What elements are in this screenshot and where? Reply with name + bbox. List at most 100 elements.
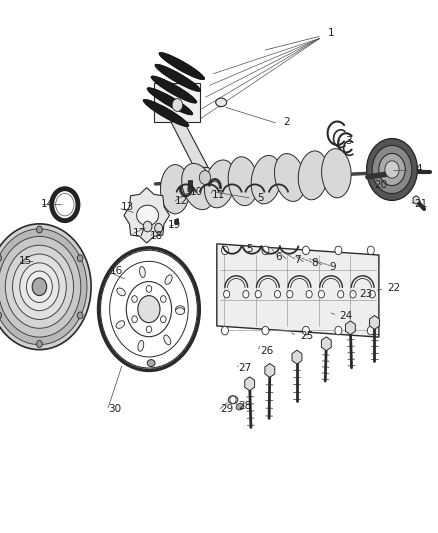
Text: 18: 18 [150, 231, 163, 240]
Circle shape [318, 290, 325, 298]
Text: 1: 1 [327, 28, 334, 38]
Circle shape [230, 396, 236, 403]
Circle shape [302, 326, 309, 335]
Circle shape [199, 171, 211, 184]
Polygon shape [217, 244, 379, 337]
Circle shape [0, 237, 81, 337]
Text: 7: 7 [293, 255, 300, 265]
Circle shape [243, 290, 249, 298]
Ellipse shape [298, 151, 328, 200]
Ellipse shape [143, 99, 189, 127]
Ellipse shape [228, 395, 238, 404]
Text: 19: 19 [168, 220, 181, 230]
Ellipse shape [137, 205, 159, 225]
Polygon shape [292, 350, 302, 364]
Circle shape [26, 271, 53, 303]
Circle shape [0, 229, 87, 345]
Circle shape [132, 296, 137, 302]
Circle shape [275, 290, 281, 298]
Circle shape [138, 296, 160, 322]
Circle shape [37, 341, 42, 348]
Ellipse shape [321, 149, 351, 198]
Polygon shape [413, 196, 419, 204]
Ellipse shape [147, 360, 155, 367]
Circle shape [369, 290, 375, 298]
Circle shape [161, 296, 166, 302]
Circle shape [32, 278, 47, 296]
Circle shape [143, 221, 152, 232]
Circle shape [367, 246, 374, 255]
Circle shape [287, 290, 293, 298]
Ellipse shape [275, 154, 305, 201]
Circle shape [146, 326, 152, 333]
Text: 3: 3 [345, 136, 352, 146]
Text: 13: 13 [120, 202, 134, 212]
Ellipse shape [147, 87, 193, 115]
Ellipse shape [116, 321, 125, 328]
Text: 10: 10 [190, 187, 203, 197]
Circle shape [155, 223, 162, 233]
Ellipse shape [205, 160, 235, 208]
Ellipse shape [228, 157, 258, 206]
Ellipse shape [117, 288, 125, 296]
Text: 22: 22 [388, 283, 401, 293]
Text: 6: 6 [275, 252, 282, 262]
Text: 4: 4 [415, 165, 422, 174]
Text: 9: 9 [329, 262, 336, 271]
Text: 23: 23 [359, 289, 372, 299]
Ellipse shape [215, 98, 227, 107]
Text: 30: 30 [108, 405, 121, 414]
Ellipse shape [165, 275, 172, 285]
Text: 29: 29 [220, 405, 233, 414]
Ellipse shape [160, 165, 190, 214]
Polygon shape [175, 219, 179, 225]
Text: 28: 28 [238, 401, 251, 411]
Text: 17: 17 [133, 228, 146, 238]
Circle shape [338, 290, 344, 298]
Polygon shape [171, 122, 212, 175]
Text: 24: 24 [339, 311, 353, 320]
Polygon shape [154, 83, 201, 122]
Text: 27: 27 [238, 363, 251, 373]
Circle shape [335, 246, 342, 255]
Polygon shape [265, 364, 275, 377]
Text: 15: 15 [19, 256, 32, 266]
Circle shape [372, 146, 412, 193]
Circle shape [132, 316, 137, 322]
Circle shape [13, 254, 66, 319]
Ellipse shape [164, 335, 171, 345]
Ellipse shape [251, 156, 282, 204]
Ellipse shape [138, 341, 144, 351]
Circle shape [222, 326, 229, 335]
Circle shape [222, 246, 229, 255]
Text: 14: 14 [41, 199, 54, 208]
Circle shape [350, 290, 356, 298]
Polygon shape [370, 316, 379, 329]
Circle shape [262, 246, 269, 255]
Ellipse shape [140, 266, 145, 277]
Text: 2: 2 [283, 117, 290, 126]
Polygon shape [124, 188, 170, 243]
Circle shape [302, 246, 309, 255]
Text: 16: 16 [110, 266, 123, 276]
Circle shape [385, 161, 399, 178]
Circle shape [5, 245, 74, 328]
Text: 11: 11 [212, 190, 225, 199]
Circle shape [367, 326, 374, 335]
Circle shape [306, 290, 312, 298]
Circle shape [0, 312, 1, 319]
Polygon shape [188, 181, 193, 191]
Text: 25: 25 [300, 331, 313, 341]
Text: 5: 5 [257, 193, 264, 203]
Circle shape [0, 255, 1, 262]
Circle shape [367, 139, 417, 200]
Circle shape [255, 290, 261, 298]
Circle shape [161, 316, 166, 322]
Circle shape [20, 263, 59, 311]
Circle shape [0, 224, 91, 350]
Text: 26: 26 [261, 346, 274, 356]
Ellipse shape [151, 76, 197, 103]
Polygon shape [245, 377, 254, 391]
Ellipse shape [159, 52, 205, 80]
Circle shape [223, 290, 230, 298]
